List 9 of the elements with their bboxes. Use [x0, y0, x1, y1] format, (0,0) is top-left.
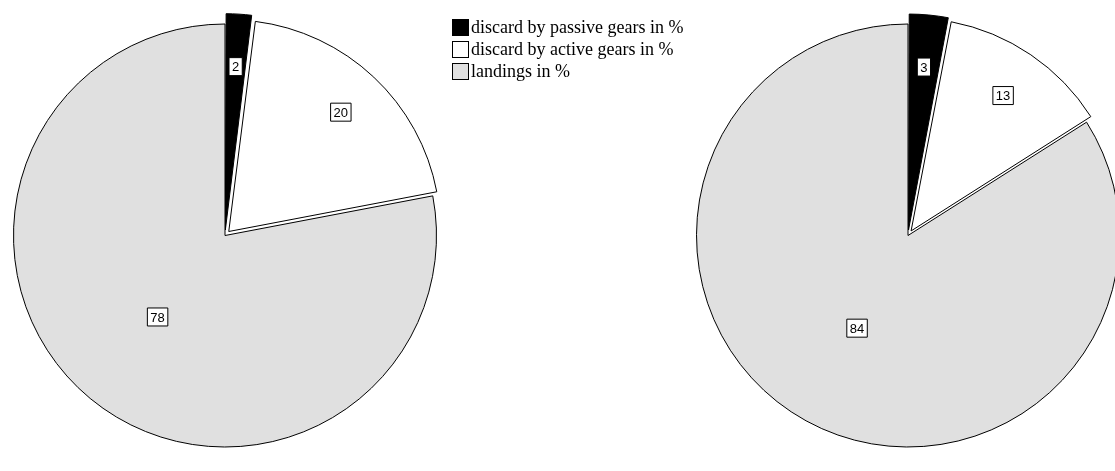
data-label: 20	[333, 104, 349, 120]
legend-label: discard by active gears in %	[471, 38, 674, 60]
data-label: 3	[920, 59, 928, 75]
legend-label: landings in %	[471, 60, 570, 82]
legend-label: discard by passive gears in %	[471, 16, 684, 38]
data-label: 13	[995, 88, 1011, 104]
data-label: 78	[150, 309, 165, 325]
data-label: 2	[232, 59, 240, 75]
data-label: 84	[849, 320, 865, 336]
